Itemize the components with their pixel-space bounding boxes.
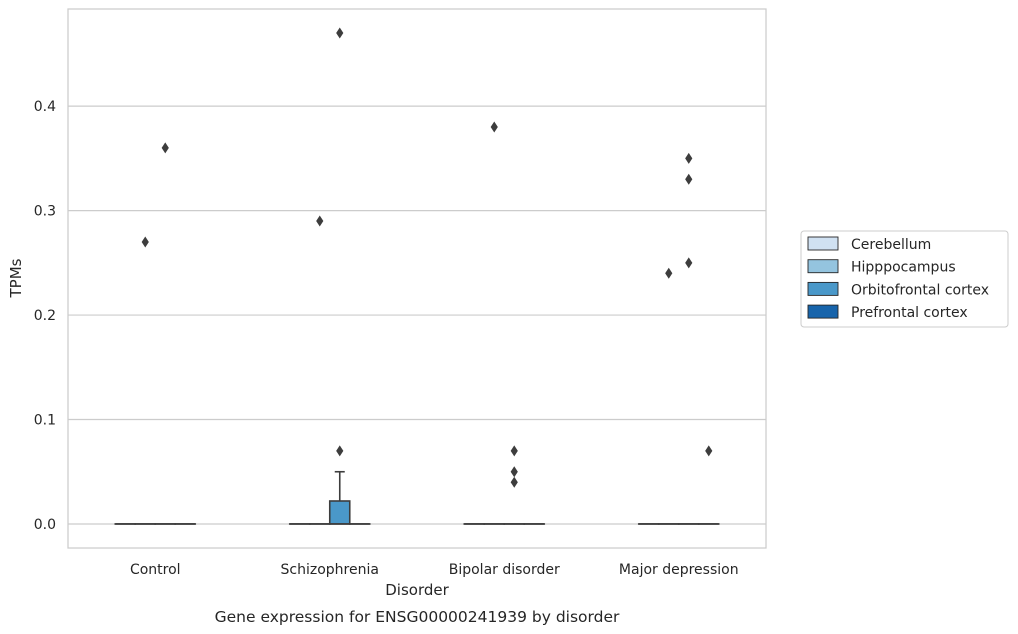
outlier-point	[665, 267, 673, 279]
outlier-point	[316, 215, 324, 227]
legend-swatch	[807, 236, 839, 251]
box	[328, 470, 351, 525]
legend-swatch	[807, 304, 839, 319]
x-tick-label: Control	[130, 562, 181, 578]
legend-swatch	[807, 281, 839, 296]
y-tick-labels: 0.0 0.1 0.2 0.3 0.4	[34, 99, 56, 533]
outlier-point	[161, 142, 169, 154]
legend-item: Cerebellum	[807, 236, 931, 253]
legend-item: Hipppocampus	[807, 259, 956, 276]
y-tick-label: 0.3	[34, 204, 56, 220]
outlier-point	[685, 173, 693, 185]
outlier-point	[685, 152, 693, 164]
x-tick-label: Bipolar disorder	[449, 562, 560, 578]
y-tick-label: 0.0	[34, 517, 56, 533]
y-tick-label: 0.2	[34, 308, 56, 324]
y-tick-label: 0.1	[34, 413, 56, 429]
box-marks	[114, 470, 720, 525]
x-tick-labels: Control Schizophrenia Bipolar disorder Majo…	[130, 562, 739, 578]
legend-label: Prefrontal cortex	[851, 305, 968, 321]
legend: Cerebellum Hipppocampus Orbitofrontal cort…	[800, 230, 1009, 328]
outlier-marks	[141, 27, 713, 488]
legend-item: Orbitofrontal cortex	[807, 281, 989, 298]
x-tick-label: Schizophrenia	[281, 562, 379, 578]
outlier-point	[510, 476, 518, 488]
legend-swatch	[807, 259, 839, 274]
outlier-point	[336, 445, 344, 457]
outlier-point	[141, 236, 149, 248]
outlier-point	[336, 27, 344, 39]
gridlines	[68, 105, 766, 525]
x-tick-label: Major depression	[619, 562, 739, 578]
outlier-point	[490, 121, 498, 133]
legend-frame	[800, 230, 1009, 328]
legend-label: Orbitofrontal cortex	[851, 282, 989, 298]
outlier-point	[705, 445, 713, 457]
y-tick-label: 0.4	[34, 99, 56, 115]
outlier-point	[685, 257, 693, 269]
x-axis-title: Disorder	[385, 581, 449, 599]
box-body	[328, 500, 351, 525]
y-axis-title: TPMs	[7, 258, 25, 298]
outlier-point	[510, 445, 518, 457]
outlier-point	[510, 466, 518, 478]
legend-item: Prefrontal cortex	[807, 304, 968, 321]
legend-label: Hipppocampus	[851, 260, 956, 276]
legend-label: Cerebellum	[851, 237, 931, 253]
plot-frame	[67, 8, 767, 549]
chart-caption: Gene expression for ENSG00000241939 by d…	[215, 608, 620, 626]
